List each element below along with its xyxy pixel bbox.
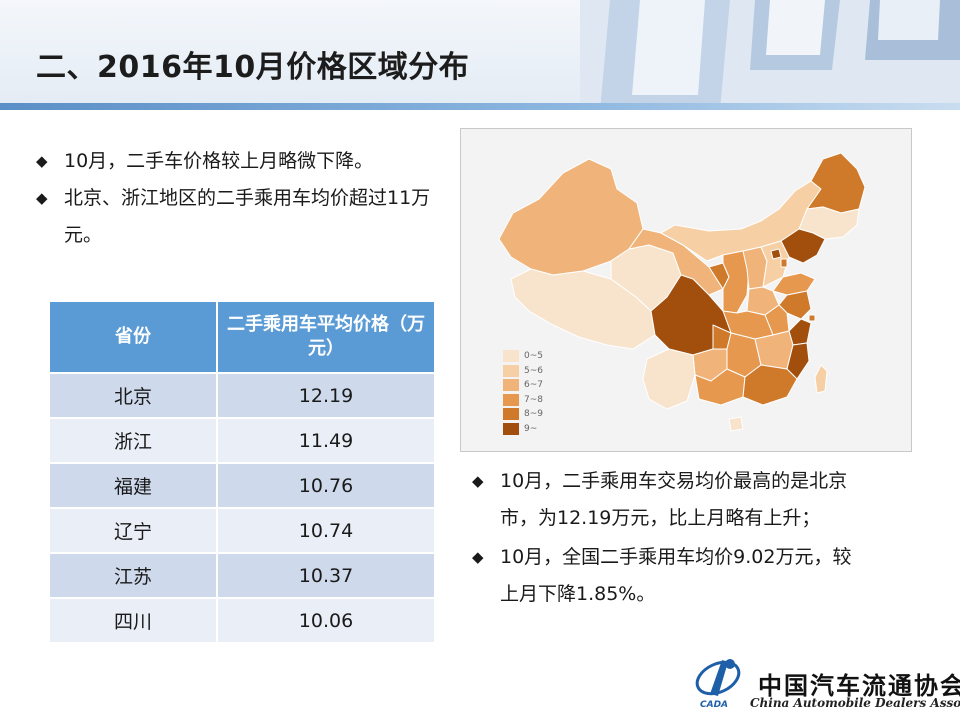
choropleth-map-image [498, 152, 866, 432]
table-row: 辽宁 10.74 [48, 507, 436, 554]
cell-province: 四川 [48, 597, 218, 644]
cada-logo: CADA 中国汽车流通协会 China Automobile Dealers A… [692, 654, 960, 716]
legend-swatch [503, 422, 519, 435]
price-table: 省份 二手乘用车平均价格（万元） 北京 12.19 浙江 11.49 福建 10… [48, 300, 436, 644]
cell-province: 江苏 [48, 552, 218, 599]
cell-province: 辽宁 [48, 507, 218, 554]
header-divider [0, 103, 960, 110]
legend-item: 8~9 [503, 407, 543, 422]
table-row: 江苏 10.37 [48, 552, 436, 599]
cell-price: 10.06 [216, 597, 436, 644]
column-header-province: 省份 [48, 300, 218, 374]
cell-price: 10.37 [216, 552, 436, 599]
region-shanghai [808, 314, 816, 322]
legend-item: 6~7 [503, 378, 543, 393]
bullet-item: ◆ 北京、浙江地区的二手乘用车均价超过11万元。 [36, 180, 436, 254]
region-heilongjiang [806, 152, 866, 214]
legend-label: 7~8 [524, 394, 543, 405]
diamond-bullet-icon: ◆ [36, 152, 48, 170]
cell-price: 12.19 [216, 372, 436, 419]
cell-province: 浙江 [48, 417, 218, 464]
bullet-item: ◆ 10月，全国二手乘用车均价9.02万元，较上月下降1.85%。 [472, 539, 862, 613]
page-title: 二、2016年10月价格区域分布 [36, 50, 470, 85]
table-row: 四川 10.06 [48, 597, 436, 644]
table-row: 福建 10.76 [48, 462, 436, 509]
diamond-bullet-icon: ◆ [472, 472, 484, 490]
bullet-item: ◆ 10月，二手乘用车交易均价最高的是北京市，为12.19万元，比上月略有上升； [472, 463, 862, 537]
china-price-map: 0~5 5~6 6~7 7~8 8~9 9~ [460, 128, 912, 452]
region-sichuan [650, 274, 732, 356]
region-hainan [728, 416, 744, 432]
cada-emblem-icon [695, 659, 741, 696]
bullet-text: 北京、浙江地区的二手乘用车均价超过11万元。 [64, 187, 431, 246]
cell-province: 福建 [48, 462, 218, 509]
diamond-bullet-icon: ◆ [472, 548, 484, 566]
slide-header: 二、2016年10月价格区域分布 [0, 0, 960, 110]
legend-item: 9~ [503, 422, 543, 437]
legend-label: 6~7 [524, 380, 543, 391]
bullet-text: 10月，全国二手乘用车均价9.02万元，较上月下降1.85%。 [500, 546, 852, 605]
table-row: 浙江 11.49 [48, 417, 436, 464]
legend-swatch [503, 350, 519, 363]
cell-province: 北京 [48, 372, 218, 419]
bullet-item: ◆ 10月，二手车价格较上月略微下降。 [36, 143, 436, 180]
bullet-text: 10月，二手乘用车交易均价最高的是北京市，为12.19万元，比上月略有上升； [500, 470, 848, 529]
column-header-price: 二手乘用车平均价格（万元） [216, 300, 436, 374]
region-hebei [760, 240, 790, 288]
logo-abbreviation: CADA [700, 700, 729, 710]
legend-item: 5~6 [503, 364, 543, 379]
region-taiwan [814, 364, 828, 394]
region-beijing [770, 248, 782, 260]
legend-swatch [503, 408, 519, 421]
region-yunnan [642, 348, 696, 410]
legend-item: 7~8 [503, 393, 543, 408]
legend-label: 0~5 [524, 351, 543, 362]
cell-price: 11.49 [216, 417, 436, 464]
diamond-bullet-icon: ◆ [36, 189, 48, 207]
legend-swatch [503, 379, 519, 392]
cell-price: 10.74 [216, 507, 436, 554]
legend-label: 8~9 [524, 409, 543, 420]
logo-name-cn: 中国汽车流通协会 [758, 671, 960, 700]
table-row: 北京 12.19 [48, 372, 436, 419]
logo-name-en: China Automobile Dealers Association [750, 696, 960, 710]
cell-price: 10.76 [216, 462, 436, 509]
table-header-row: 省份 二手乘用车平均价格（万元） [48, 300, 436, 374]
legend-item: 0~5 [503, 349, 543, 364]
legend-label: 5~6 [524, 365, 543, 376]
left-bullet-list: ◆ 10月，二手车价格较上月略微下降。 ◆ 北京、浙江地区的二手乘用车均价超过1… [36, 143, 436, 254]
region-tianjin [780, 258, 788, 268]
legend-swatch [503, 393, 519, 406]
map-legend: 0~5 5~6 6~7 7~8 8~9 9~ [503, 349, 543, 436]
bullet-text: 10月，二手车价格较上月略微下降。 [64, 150, 374, 172]
header-decoration-image [580, 0, 960, 110]
region-guangdong [742, 364, 798, 406]
legend-swatch [503, 364, 519, 377]
right-bullet-list: ◆ 10月，二手乘用车交易均价最高的是北京市，为12.19万元，比上月略有上升；… [472, 463, 862, 615]
legend-label: 9~ [524, 423, 538, 434]
